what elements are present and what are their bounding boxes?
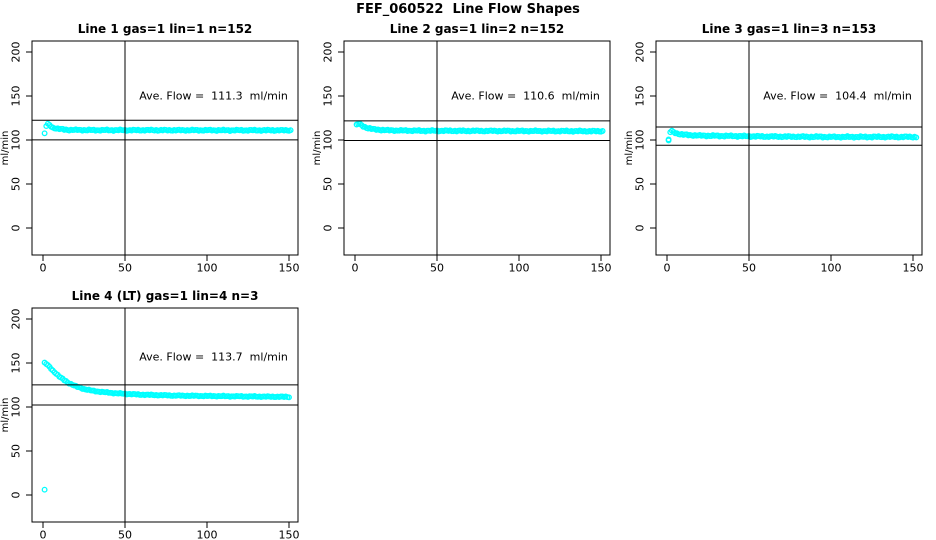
average-flow-annotation: Ave. Flow = 110.6 ml/min bbox=[451, 90, 600, 103]
scatter-plot: 0 50 100 150 200 ml/min 0 50 100 150 Ave. Flow = 1… bbox=[0, 307, 300, 540]
data-points bbox=[353, 120, 606, 135]
x-axis-tick-label: 150 bbox=[279, 529, 300, 540]
y-axis-tick-label: 100 bbox=[322, 130, 335, 151]
average-flow-annotation: Ave. Flow = 104.4 ml/min bbox=[763, 90, 912, 103]
y-axis-label: ml/min bbox=[0, 131, 11, 166]
panel-line-1: Line 1 gas=1 lin=1 n=152 0 50 100 150 200 ml/… bbox=[0, 0, 312, 272]
data-points bbox=[665, 127, 920, 144]
x-axis-tick-label: 150 bbox=[591, 262, 612, 273]
average-flow-annotation: Ave. Flow = 113.7 ml/min bbox=[139, 350, 288, 363]
y-axis-tick-label: 200 bbox=[10, 42, 23, 63]
panel-title: Line 3 gas=1 lin=3 n=153 bbox=[701, 22, 877, 36]
average-flow-annotation: Ave. Flow = 111.3 ml/min bbox=[139, 90, 288, 103]
y-axis-tick-label: 0 bbox=[634, 225, 647, 232]
y-axis-tick-label: 50 bbox=[10, 177, 23, 191]
y-axis-tick-label: 0 bbox=[322, 225, 335, 232]
x-axis-tick-label: 100 bbox=[197, 262, 218, 273]
y-axis-tick-label: 150 bbox=[10, 353, 23, 374]
plot-box bbox=[343, 40, 611, 256]
y-axis-tick-label: 100 bbox=[634, 130, 647, 151]
panel-title: Line 2 gas=1 lin=2 n=152 bbox=[389, 22, 565, 36]
y-axis-label: ml/min bbox=[624, 131, 635, 166]
data-points bbox=[41, 120, 294, 137]
panel-line-3: Line 3 gas=1 lin=3 n=153 0 50 100 150 200 ml/… bbox=[624, 0, 936, 272]
x-axis-tick-label: 0 bbox=[664, 262, 671, 273]
y-axis-tick-label: 200 bbox=[10, 309, 23, 330]
data-points bbox=[41, 359, 292, 493]
y-axis-tick-label: 150 bbox=[322, 86, 335, 107]
y-axis-tick-label: 50 bbox=[634, 177, 647, 191]
panel-line-4: Line 4 (LT) gas=1 lin=4 n=3 0 50 100 150 200… bbox=[0, 267, 312, 539]
y-axis-tick-label: 100 bbox=[10, 397, 23, 418]
x-axis-tick-label: 150 bbox=[903, 262, 924, 273]
scatter-plot: 0 50 100 150 200 ml/min 0 50 100 150 Ave. Flow = 1… bbox=[624, 40, 924, 273]
outlier-point bbox=[665, 137, 672, 144]
y-axis-tick-label: 50 bbox=[322, 177, 335, 191]
x-axis-tick-label: 50 bbox=[430, 262, 444, 273]
y-axis-tick-label: 0 bbox=[10, 492, 23, 499]
x-axis-tick-label: 100 bbox=[821, 262, 842, 273]
x-axis-tick-label: 0 bbox=[40, 262, 47, 273]
scatter-plot: 0 50 100 150 200 ml/min 0 50 100 150 Ave. Flow = 1… bbox=[0, 40, 300, 273]
y-axis-label: ml/min bbox=[312, 131, 323, 166]
figure-title: FEF_060522 Line Flow Shapes bbox=[356, 2, 580, 17]
y-axis-tick-label: 150 bbox=[10, 86, 23, 107]
panel-title: Line 4 (LT) gas=1 lin=4 n=3 bbox=[71, 289, 259, 303]
plot-box bbox=[31, 40, 299, 256]
y-axis-tick-label: 0 bbox=[10, 225, 23, 232]
plot-box bbox=[655, 40, 923, 256]
x-axis-tick-label: 50 bbox=[118, 529, 132, 540]
y-axis-tick-label: 100 bbox=[10, 130, 23, 151]
outlier-point bbox=[41, 486, 48, 493]
y-axis-tick-label: 150 bbox=[634, 86, 647, 107]
panel-line-2: Line 2 gas=1 lin=2 n=152 0 50 100 150 200 ml/… bbox=[312, 0, 624, 272]
x-axis-tick-label: 50 bbox=[742, 262, 756, 273]
plot-box bbox=[31, 307, 299, 523]
x-axis-tick-label: 0 bbox=[352, 262, 359, 273]
panel-title: Line 1 gas=1 lin=1 n=152 bbox=[77, 22, 253, 36]
x-axis-tick-label: 100 bbox=[509, 262, 530, 273]
y-axis-label: ml/min bbox=[0, 398, 11, 433]
scatter-plot: 0 50 100 150 200 ml/min 0 50 100 150 Ave. Flow = 1… bbox=[312, 40, 612, 273]
x-axis-tick-label: 0 bbox=[40, 529, 47, 540]
x-axis-tick-label: 150 bbox=[279, 262, 300, 273]
y-axis-tick-label: 200 bbox=[322, 42, 335, 63]
y-axis-tick-label: 50 bbox=[10, 444, 23, 458]
y-axis-tick-label: 200 bbox=[634, 42, 647, 63]
x-axis-tick-label: 50 bbox=[118, 262, 132, 273]
x-axis-tick-label: 100 bbox=[197, 529, 218, 540]
